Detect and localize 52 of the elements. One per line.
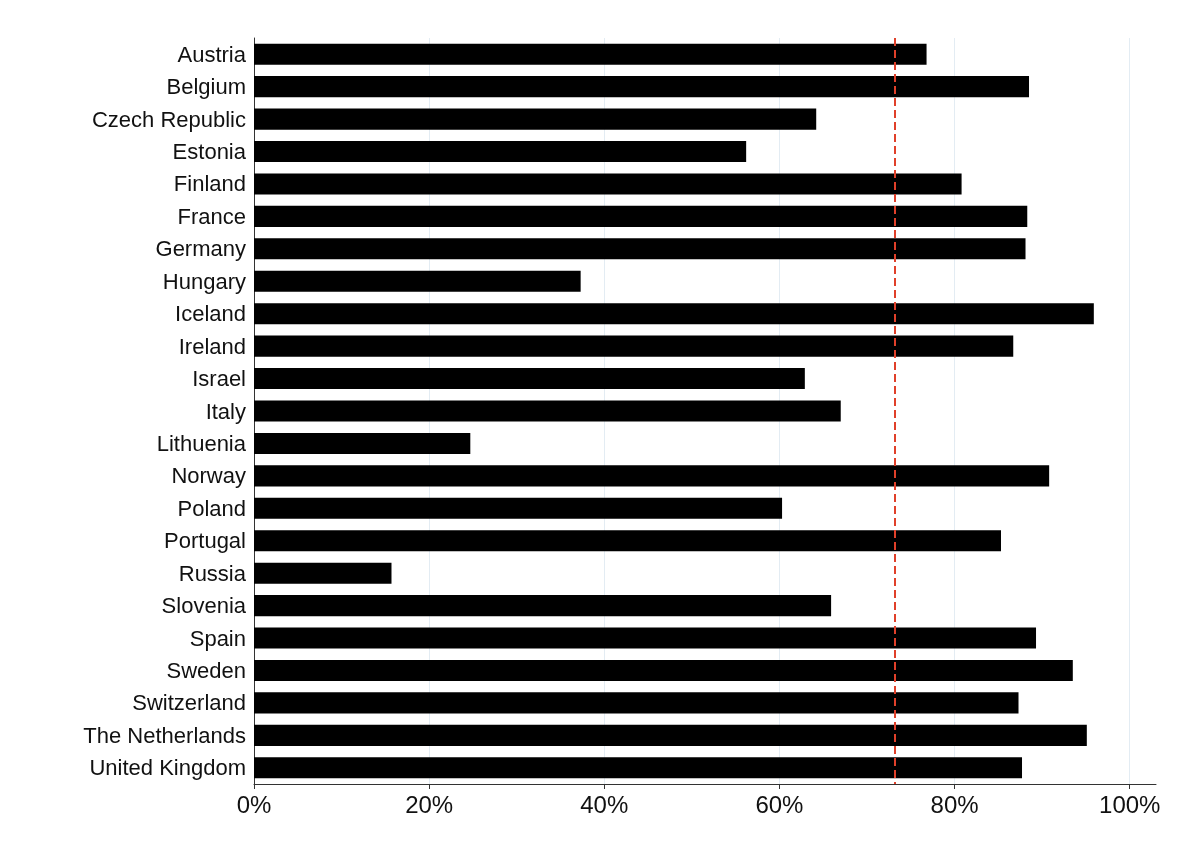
y-tick-label: Iceland <box>175 301 246 327</box>
y-tick-label: Hungary <box>162 268 246 294</box>
x-tick-label: 40% <box>580 790 629 818</box>
bar <box>254 724 1087 746</box>
x-tick-label: 80% <box>930 790 979 818</box>
bar <box>254 659 1073 682</box>
y-tick-label: Belgium <box>166 74 246 100</box>
y-tick-label: The Netherlands <box>83 722 246 748</box>
bar <box>254 530 1001 552</box>
y-tick-label: Russia <box>178 560 247 586</box>
bar <box>254 692 1019 714</box>
bar <box>254 432 471 454</box>
y-tick-label: United Kingdom <box>89 755 246 781</box>
bar <box>254 270 581 292</box>
y-tick-label: Spain <box>189 625 246 651</box>
y-tick-label: Czech Republic <box>91 106 246 132</box>
bar <box>254 303 1094 325</box>
y-tick-label: Germany <box>155 236 246 262</box>
bar <box>254 76 1030 98</box>
y-tick-label: Lithuenia <box>156 430 247 456</box>
bar <box>254 465 1050 487</box>
bar <box>254 173 962 195</box>
y-tick-label: Austria <box>177 41 247 67</box>
x-tick-label: 60% <box>755 790 804 818</box>
bar <box>254 562 392 584</box>
y-tick-label: Portugal <box>164 528 246 554</box>
bar <box>254 595 832 617</box>
bar <box>254 368 805 390</box>
bar <box>254 238 1026 260</box>
y-tick-label: Finland <box>173 171 246 197</box>
y-tick-label: Ireland <box>178 333 246 359</box>
bar <box>254 43 927 65</box>
y-tick-label: France <box>177 203 246 229</box>
bar <box>254 400 841 422</box>
y-tick-label: Norway <box>171 463 246 489</box>
y-tick-label: Switzerland <box>132 690 246 716</box>
y-tick-label: Slovenia <box>161 593 247 619</box>
y-tick-label: Sweden <box>166 657 246 683</box>
x-tick-label: 20% <box>405 790 454 818</box>
bar <box>254 497 783 519</box>
x-tick-label: 0% <box>236 790 272 818</box>
y-tick-label: Israel <box>192 366 246 392</box>
x-tick-label: 100% <box>1099 790 1161 818</box>
y-tick-label: Poland <box>177 495 246 521</box>
bar <box>254 140 747 163</box>
y-tick-label: Italy <box>205 398 246 424</box>
bar <box>254 108 817 130</box>
bar <box>254 205 1028 227</box>
bar <box>254 627 1037 649</box>
y-tick-label: Estonia <box>172 139 247 165</box>
bar <box>254 757 1023 779</box>
bar <box>254 335 1014 357</box>
